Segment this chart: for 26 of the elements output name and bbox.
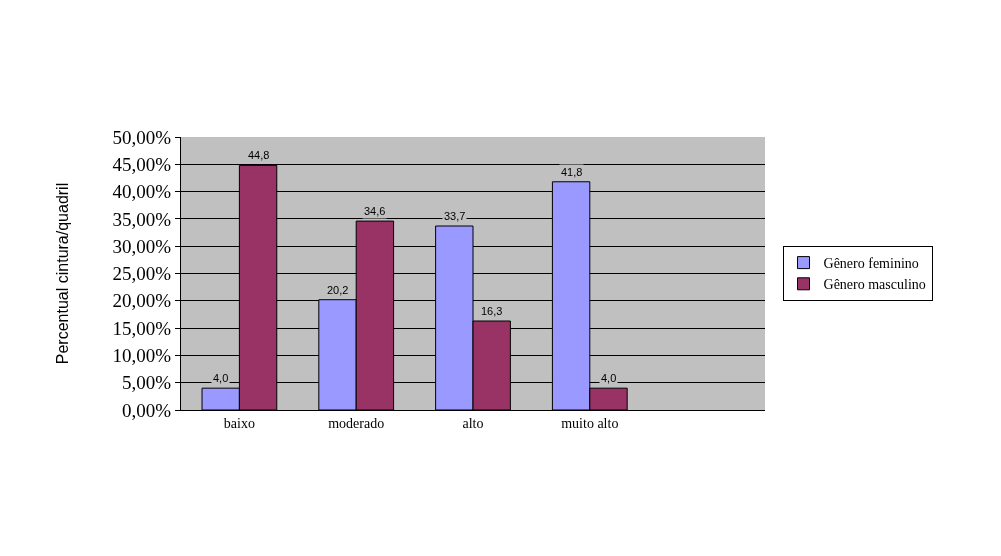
x-tick-label: moderado	[328, 415, 385, 431]
y-tick-label: 15,00%	[112, 317, 172, 339]
y-tick-label: 20,00%	[112, 290, 172, 312]
y-tick-label: 40,00%	[112, 181, 172, 203]
y-tick-label: 50,00%	[112, 126, 172, 148]
legend-label: Gênero feminino	[823, 256, 919, 272]
y-tick-label: 35,00%	[112, 208, 172, 230]
data-label: 41,8	[561, 166, 583, 178]
y-tick-label: 45,00%	[112, 153, 172, 175]
data-label: 34,6	[364, 205, 386, 217]
y-tick-label: 10,00%	[112, 345, 172, 367]
y-tick-label: 30,00%	[112, 235, 172, 257]
y-tick-label: 25,00%	[112, 263, 172, 285]
data-label: 20,2	[327, 284, 349, 296]
data-label: 4,0	[213, 372, 229, 384]
data-label: 33,7	[444, 210, 466, 222]
x-tick-label: muito alto	[561, 415, 619, 431]
y-tick-label: 0,00%	[122, 399, 172, 421]
data-label: 44,8	[248, 149, 270, 161]
data-label: 16,3	[481, 305, 503, 317]
x-tick-label: baixo	[223, 415, 255, 431]
y-axis-title: Percentual cintura/quadril	[53, 182, 71, 365]
x-tick-label: alto	[462, 415, 484, 431]
data-label: 4,0	[601, 372, 617, 384]
legend-label: Gênero masculino	[823, 277, 926, 293]
y-tick-label: 5,00%	[122, 372, 172, 394]
